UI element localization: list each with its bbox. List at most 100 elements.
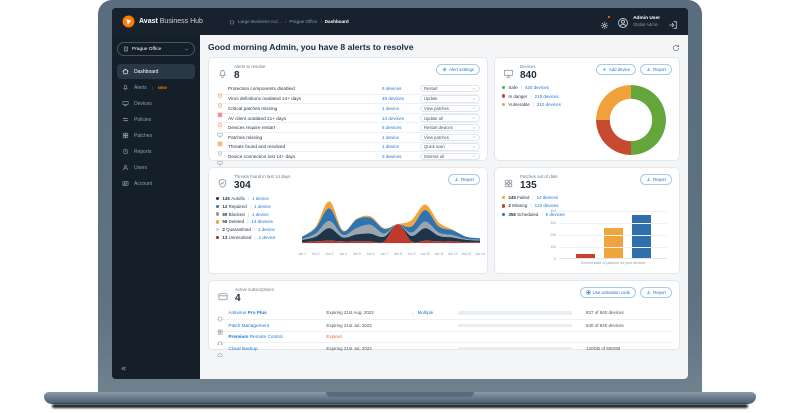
sidebar-item-reports[interactable]: Reports xyxy=(117,144,195,159)
legend-devices-link[interactable]: 1 device xyxy=(252,196,269,201)
patches-card: Patches out of date 135 Report xyxy=(494,167,680,274)
subscription-name[interactable]: Premium Remote Control xyxy=(228,334,283,340)
sidebar-item-policies[interactable]: Policies xyxy=(117,112,195,127)
legend-devices-link[interactable]: 210 devices xyxy=(536,102,561,108)
headset-icon xyxy=(217,334,223,346)
alert-action-select[interactable]: View patches xyxy=(420,104,480,113)
add-device-button[interactable]: Add device xyxy=(595,64,637,75)
report-button[interactable]: Report xyxy=(640,64,672,75)
alert-circle-icon xyxy=(217,115,223,128)
legend-devices-link[interactable]: 210 devices xyxy=(534,93,559,99)
card-title: Devices xyxy=(520,64,536,69)
x-axis-label: Jun 11 xyxy=(434,252,444,256)
logout-icon[interactable] xyxy=(668,17,678,29)
report-button[interactable]: Report xyxy=(640,174,672,185)
top-bar: Avast Business Hub Large Business Acc...… xyxy=(112,8,688,35)
alert-label: Virus definitions outdated 14+ days xyxy=(228,96,302,102)
refresh-icon[interactable] xyxy=(672,44,680,52)
sidebar-item-devices[interactable]: Devices xyxy=(117,96,195,111)
laptop-base xyxy=(44,392,756,404)
subscription-row: Patch Management Expiring 21st Jul, 2022 5… xyxy=(216,318,672,335)
legend-label: In danger xyxy=(508,93,528,99)
alert-devices-link[interactable]: 1 device xyxy=(382,134,400,140)
legend-item: 56 Deleted | 14 devices xyxy=(216,219,302,224)
user-menu[interactable]: Admin User Global Admin xyxy=(617,16,660,28)
report-button[interactable]: Report xyxy=(448,174,480,185)
alert-devices-link[interactable]: 1 device xyxy=(382,105,400,111)
legend-item: 356 Scheduled | 6 devices xyxy=(502,212,672,217)
report-button[interactable]: Report xyxy=(640,287,672,298)
alert-action-select[interactable]: Quick scan xyxy=(420,143,480,151)
alert-action-select[interactable]: Update all xyxy=(420,114,480,122)
legend-label: 56 Deleted xyxy=(222,219,245,225)
monitor-icon xyxy=(503,66,514,78)
subscription-extra[interactable]: | Multiple xyxy=(412,310,434,316)
legend-devices-link[interactable]: 14 devices xyxy=(536,195,559,200)
legend-devices-link[interactable]: 1 device xyxy=(258,234,276,240)
collapse-sidebar-icon[interactable] xyxy=(120,365,127,372)
subscription-name[interactable]: Cloud Backup xyxy=(228,346,258,352)
avatar-icon xyxy=(617,16,629,28)
shield-check-icon xyxy=(217,144,223,157)
subscription-usage: 540 of 840 devices xyxy=(586,322,624,328)
legend-devices-link[interactable]: 1 device xyxy=(254,203,271,209)
use-activation-code-button[interactable]: Use activation code xyxy=(579,287,637,298)
bar-missing xyxy=(575,253,595,258)
alert-devices-link[interactable]: 6 devices xyxy=(382,125,402,131)
alert-row: Devices require restart 6 devices Restart … xyxy=(216,122,480,137)
alert-devices-link[interactable]: 14 devices xyxy=(382,115,404,121)
subscription-name[interactable]: Patch Management xyxy=(228,322,270,328)
legend-devices-link[interactable]: 420 devices xyxy=(524,85,549,90)
org-name: Prague Office xyxy=(132,46,162,52)
alert-devices-link[interactable]: 45 devices xyxy=(382,96,404,102)
breadcrumb-item[interactable]: Prague Office xyxy=(289,19,318,24)
subscription-name[interactable]: Antivirus Pro Plus xyxy=(228,310,267,316)
legend-devices-link[interactable]: 14 devices xyxy=(251,219,273,225)
alert-settings-button[interactable]: Alert settings xyxy=(436,64,480,75)
alert-devices-link[interactable]: 6 devices xyxy=(382,86,402,92)
breadcrumb[interactable]: Large Business Acc... / Prague Office / Dash… xyxy=(229,19,349,25)
legend-devices-link[interactable]: 6 devices xyxy=(545,211,565,217)
legend-item: 13 Unresolved | 1 device xyxy=(216,235,302,240)
sidebar-item-alerts[interactable]: Alerts | NEW xyxy=(117,80,195,95)
settings-gear-icon[interactable] xyxy=(600,15,612,30)
legend-devices-link[interactable]: 123 devices xyxy=(534,203,559,209)
alert-label: Patches missing xyxy=(228,134,263,140)
gridline xyxy=(559,210,667,212)
credit-card-icon xyxy=(217,289,229,301)
alert-row: Threats found and resolved 1 device Quick … xyxy=(216,141,480,157)
alert-action-select[interactable]: Update xyxy=(420,95,480,103)
org-selector[interactable]: Prague Office xyxy=(117,42,195,56)
home-icon xyxy=(229,19,235,24)
sidebar-item-dashboard[interactable]: Dashboard xyxy=(117,64,195,79)
breadcrumb-item[interactable]: Dashboard xyxy=(324,19,349,24)
idcard-icon xyxy=(122,180,129,187)
card-count: 840 xyxy=(520,70,537,81)
card-count: 8 xyxy=(234,70,240,81)
brand-name: Avast Business Hub xyxy=(139,18,203,25)
subscription-progress-bar xyxy=(458,347,572,351)
sidebar-item-patches[interactable]: Patches xyxy=(117,128,195,143)
alert-action-select[interactable]: Restart xyxy=(420,85,480,93)
x-axis-label: Jun 6 xyxy=(366,252,375,256)
alert-devices-link[interactable]: 1 device xyxy=(382,144,400,150)
shield-icon xyxy=(217,310,223,323)
subscription-usage: 827 of 840 devices xyxy=(586,310,624,316)
legend-devices-link[interactable]: 1 device xyxy=(251,211,269,217)
alert-action-select[interactable]: View patches xyxy=(420,133,480,141)
legend-dot xyxy=(502,94,506,98)
breadcrumb-item[interactable]: Large Business Acc... xyxy=(237,19,283,24)
gridline xyxy=(559,222,667,224)
shield-alert-icon xyxy=(217,86,223,99)
x-axis-label: Jun 3 xyxy=(325,252,334,256)
alert-action-select[interactable]: Restart devices xyxy=(420,123,480,132)
alert-devices-link[interactable]: 3 devices xyxy=(382,153,402,159)
laptop-notch xyxy=(326,392,474,397)
sidebar-item-account[interactable]: Account xyxy=(117,176,195,191)
sidebar-item-users[interactable]: Users xyxy=(117,160,195,175)
legend-devices-link[interactable]: 1 device xyxy=(258,227,275,233)
legend-label: 356 Scheduled xyxy=(508,211,539,217)
alert-action-select[interactable]: Dismiss all xyxy=(420,152,480,161)
badge-separator: | xyxy=(151,85,153,90)
download-icon xyxy=(646,290,651,295)
